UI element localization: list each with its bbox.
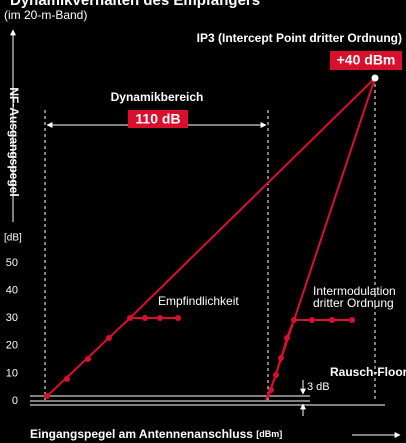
ip3-label: IP3 (Intercept Point dritter Ordnung) [197, 31, 402, 45]
intermod-line [265, 319, 355, 401]
sensitivity-label: Empfindlichkeit [158, 294, 239, 308]
x-axis-label: Eingangspegel am Antennenanschluss [dBm] [30, 427, 282, 441]
y-unit: [dB] [4, 233, 22, 244]
y-tick-label: 30 [6, 312, 18, 324]
intermod-label: Intermodulation [313, 284, 396, 298]
dots [44, 315, 355, 399]
noise-value: 3 dB [307, 381, 330, 393]
y-tick-label: 50 [6, 257, 18, 269]
ip3-box [330, 51, 402, 70]
title: Dynamikverhalten des Empfängers [10, 0, 260, 9]
intermod-label: dritter Ordnung [313, 296, 394, 310]
subtitle: (im 20-m-Band) [4, 8, 87, 22]
range-box [128, 110, 188, 128]
y-tick-label: 20 [6, 340, 18, 352]
ip3-point [371, 74, 379, 82]
noise-label: Rausch-Floor [330, 365, 406, 379]
y-ticks: 50 40 30 20 10 0 [6, 257, 18, 407]
y-tick-label: 10 [6, 367, 18, 379]
ip3-value: +40 dBm [337, 52, 396, 68]
y-tick-label: 0 [12, 395, 18, 407]
y-axis-label: NF-Ausgangspegel [7, 87, 21, 196]
range-label: Dynamikbereich [111, 90, 204, 104]
y-tick-label: 40 [6, 285, 18, 297]
range-value: 110 dB [135, 111, 180, 127]
